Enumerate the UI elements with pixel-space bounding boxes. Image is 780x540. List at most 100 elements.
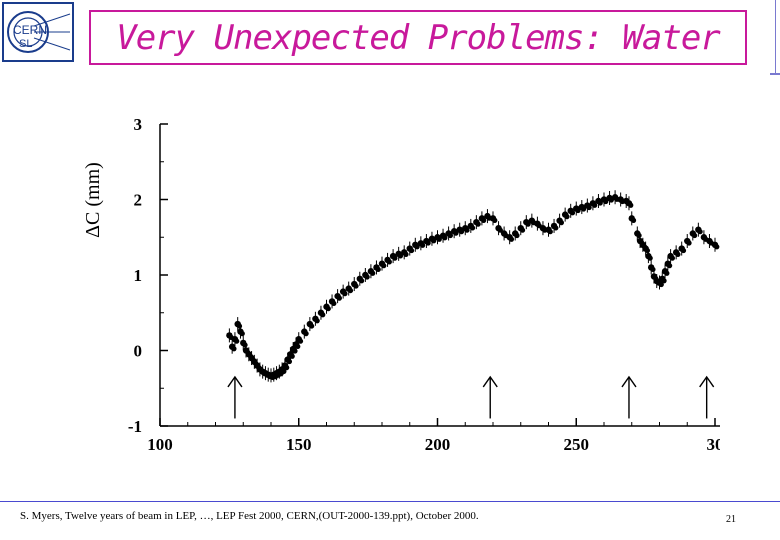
title-box: Very Unexpected Problems: Water — [89, 10, 747, 65]
data-point — [672, 245, 681, 260]
event-arrow — [227, 375, 243, 419]
data-point — [445, 226, 453, 241]
data-point-marker — [664, 270, 670, 276]
data-point — [389, 249, 398, 264]
data-point — [356, 271, 365, 286]
data-point — [328, 294, 337, 309]
data-point-marker — [514, 232, 520, 239]
data-point — [412, 237, 420, 252]
data-point-marker — [553, 225, 559, 231]
data-point — [595, 194, 603, 209]
slide-title: Very Unexpected Problems: Water — [116, 17, 721, 58]
data-point-marker — [397, 253, 404, 259]
logo-line1: CERN — [13, 23, 47, 37]
data-point-marker — [392, 255, 398, 261]
data-point-marker — [420, 242, 426, 248]
data-point-marker — [447, 232, 453, 239]
data-point-marker — [297, 338, 304, 344]
data-point — [628, 211, 637, 226]
data-point — [462, 221, 470, 236]
data-point-marker — [386, 259, 392, 265]
data-point — [228, 339, 237, 354]
footer-rule — [0, 501, 780, 502]
data-point-marker — [680, 247, 687, 254]
data-point — [689, 226, 698, 241]
data-point-marker — [581, 206, 587, 212]
y-tick-label: 0 — [134, 342, 143, 361]
logo-line2: SL — [19, 38, 32, 50]
data-point-marker — [342, 291, 348, 297]
data-point — [231, 332, 240, 347]
data-point — [439, 228, 448, 243]
data-point — [489, 211, 498, 226]
data-point-marker — [697, 229, 703, 235]
data-point-marker — [453, 230, 459, 236]
data-point — [684, 234, 692, 249]
data-point — [495, 221, 503, 236]
data-point-marker — [314, 318, 320, 324]
data-point — [611, 190, 620, 205]
data-point — [384, 252, 392, 267]
data-point-marker — [458, 229, 465, 235]
data-point — [584, 198, 592, 213]
data-point — [678, 241, 687, 256]
data-point — [561, 207, 570, 222]
data-point-marker — [431, 238, 437, 244]
y-axis-label: ΔC (mm) — [82, 162, 104, 238]
data-point-marker — [234, 338, 240, 344]
data-point — [573, 201, 581, 216]
data-point — [295, 332, 304, 347]
data-point-marker — [597, 200, 603, 206]
data-point-marker — [569, 210, 576, 216]
data-point — [528, 213, 537, 228]
data-point-marker — [436, 236, 442, 242]
data-point-marker — [325, 306, 331, 312]
data-point — [667, 249, 676, 264]
data-point-marker — [628, 202, 634, 208]
data-point-marker — [425, 240, 431, 246]
data-point — [323, 299, 331, 314]
data-point-marker — [692, 232, 698, 239]
data-point — [625, 196, 634, 211]
x-tick-label: 200 — [425, 435, 451, 454]
data-point — [312, 311, 320, 326]
data-point-marker — [231, 346, 237, 352]
data-point — [284, 352, 293, 367]
data-point-marker — [508, 236, 515, 242]
data-point-marker — [408, 247, 415, 254]
data-point-marker — [303, 331, 309, 337]
data-point — [478, 211, 487, 226]
x-tick-label: 100 — [147, 435, 173, 454]
data-point-marker — [547, 229, 553, 235]
data-point-marker — [309, 323, 315, 329]
data-point — [351, 277, 359, 292]
data-point-marker — [289, 353, 295, 359]
data-point — [401, 245, 409, 260]
event-arrow — [699, 375, 715, 419]
data-point — [306, 317, 315, 332]
data-point — [237, 324, 245, 339]
event-arrow — [482, 375, 498, 419]
data-point — [556, 213, 564, 228]
data-point-marker — [475, 221, 481, 227]
data-point — [567, 203, 576, 218]
data-point-marker — [292, 348, 298, 354]
data-point-marker — [592, 202, 598, 208]
data-point-marker — [286, 358, 293, 365]
data-point — [512, 226, 520, 241]
data-point-marker — [575, 207, 581, 214]
data-point — [434, 230, 442, 245]
data-point — [362, 268, 370, 282]
data-point-marker — [481, 217, 487, 223]
data-point-marker — [647, 255, 653, 261]
data-point — [423, 234, 431, 249]
cern-sl-logo: CERN SL — [2, 2, 74, 62]
data-point — [706, 234, 714, 249]
data-point — [506, 230, 515, 245]
footer-citation: S. Myers, Twelve years of beam in LEP, …… — [20, 510, 479, 522]
data-point — [661, 264, 670, 279]
data-point-marker — [644, 247, 651, 254]
data-point-marker — [442, 235, 448, 241]
event-arrow-head — [699, 375, 715, 388]
data-point — [339, 284, 348, 299]
